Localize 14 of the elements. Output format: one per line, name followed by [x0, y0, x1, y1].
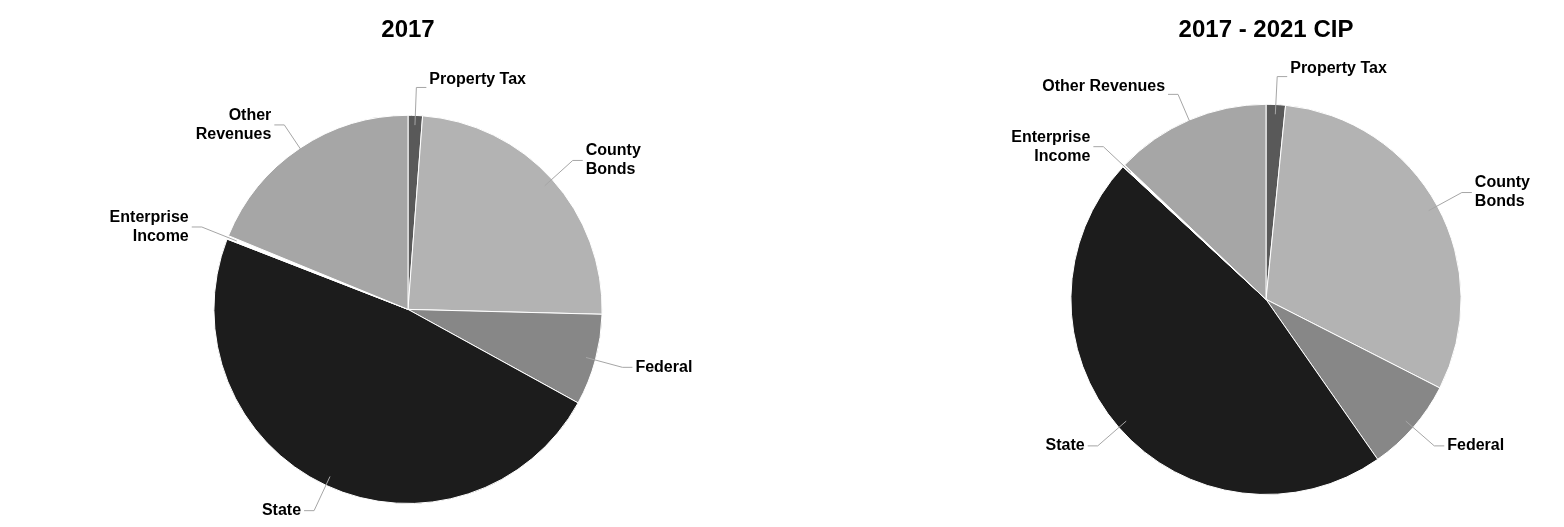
slice-label: Federal: [635, 357, 693, 375]
slice-label: Other Revenues: [195, 105, 272, 142]
slice-label: State: [261, 501, 302, 519]
chart-title: 2017: [381, 15, 435, 43]
slice-label: County Bonds: [1474, 173, 1531, 210]
slice-label: Other Revenues: [1042, 76, 1166, 94]
slice-label: Property Tax: [429, 69, 527, 87]
slice-label: Enterprise Income: [109, 207, 189, 244]
slice-label: Enterprise Income: [1011, 127, 1091, 164]
slice-label: County Bonds: [585, 141, 641, 178]
chart-title: 2017 - 2021 CIP: [1178, 15, 1354, 43]
slice-label: State: [1045, 436, 1085, 454]
slice-label: Property Tax: [1290, 58, 1387, 76]
slice-label: Federal: [1447, 436, 1505, 454]
